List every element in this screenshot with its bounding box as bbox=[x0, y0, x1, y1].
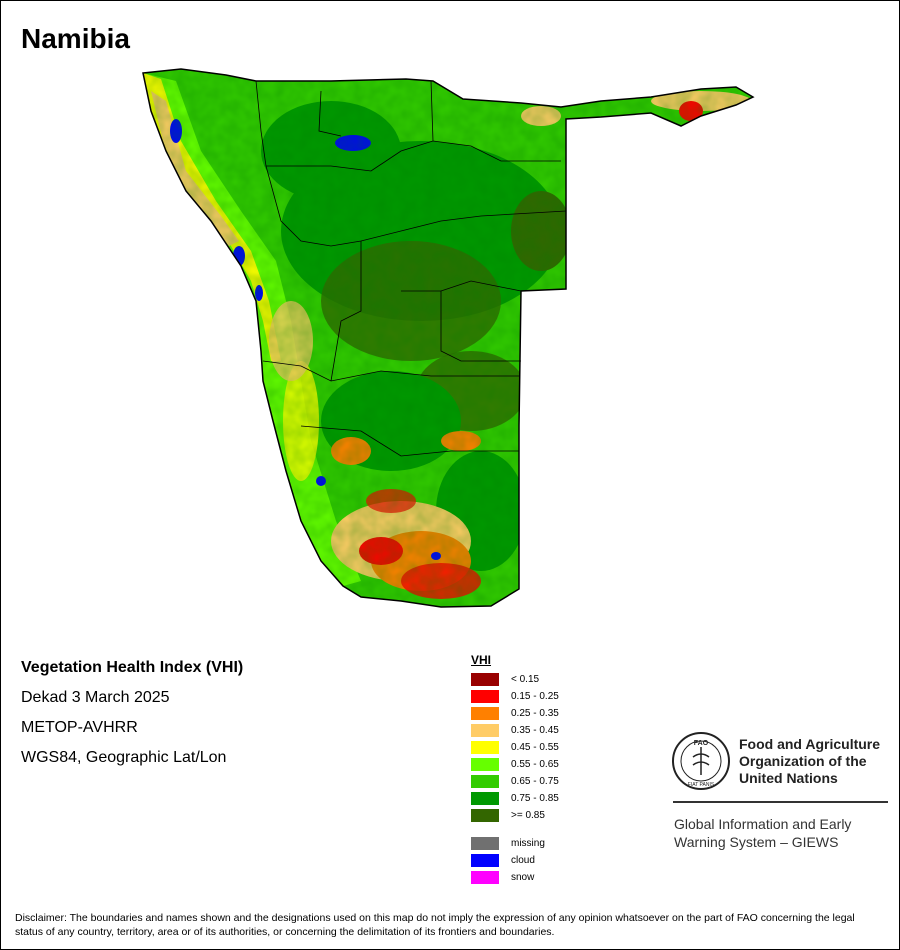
legend-item: missing bbox=[471, 837, 545, 850]
legend-label: cloud bbox=[511, 855, 535, 866]
legend-label: missing bbox=[511, 838, 545, 849]
legend-swatch bbox=[471, 758, 499, 771]
divider bbox=[673, 801, 888, 803]
giews-line: Warning System – GIEWS bbox=[674, 834, 839, 850]
legend-item: cloud bbox=[471, 854, 535, 867]
giews-name: Global Information and Early Warning Sys… bbox=[674, 815, 894, 851]
legend-item: < 0.15 bbox=[471, 673, 539, 686]
legend-label: 0.15 - 0.25 bbox=[511, 691, 559, 702]
vhi-map bbox=[142, 68, 755, 608]
org-name: Food and Agriculture Organization of the… bbox=[739, 736, 880, 787]
sensor-label: METOP-AVHRR bbox=[21, 719, 138, 736]
legend-label: >= 0.85 bbox=[511, 810, 545, 821]
legend-item: 0.75 - 0.85 bbox=[471, 792, 559, 805]
legend-item: 0.25 - 0.35 bbox=[471, 707, 559, 720]
legend-item: 0.45 - 0.55 bbox=[471, 741, 559, 754]
legend-item: snow bbox=[471, 871, 534, 884]
admin-boundaries bbox=[255, 80, 567, 457]
legend-swatch bbox=[471, 707, 499, 720]
org-name-line: Organization of the bbox=[739, 753, 867, 769]
legend-swatch bbox=[471, 724, 499, 737]
org-name-line: Food and Agriculture bbox=[739, 736, 881, 752]
legend-swatch bbox=[471, 871, 499, 884]
map-title: Namibia bbox=[21, 23, 130, 54]
legend-swatch bbox=[471, 775, 499, 788]
legend-swatch bbox=[471, 854, 499, 867]
logo-motto: FIAT PANIS bbox=[688, 782, 715, 788]
legend-item: 0.15 - 0.25 bbox=[471, 690, 559, 703]
logo-text: FAO bbox=[694, 740, 709, 747]
org-name-line: United Nations bbox=[739, 770, 838, 786]
country-outline bbox=[142, 68, 755, 608]
legend-label: 0.45 - 0.55 bbox=[511, 742, 559, 753]
legend-label: 0.75 - 0.85 bbox=[511, 793, 559, 804]
legend-title: VHI bbox=[471, 653, 492, 667]
legend-item: >= 0.85 bbox=[471, 809, 545, 822]
period-label: Dekad 3 March 2025 bbox=[21, 689, 170, 706]
vhi-raster bbox=[143, 69, 753, 607]
legend-label: 0.35 - 0.45 bbox=[511, 725, 559, 736]
legend-swatch bbox=[471, 690, 499, 703]
legend-label: snow bbox=[511, 872, 535, 883]
legend-swatch bbox=[471, 837, 499, 850]
fao-logo-icon: FAO FIAT PANIS bbox=[672, 732, 730, 790]
legend-swatch bbox=[471, 792, 499, 805]
legend-item: 0.65 - 0.75 bbox=[471, 775, 559, 788]
index-title: Vegetation Health Index (VHI) bbox=[21, 659, 244, 676]
legend-swatch bbox=[471, 809, 499, 822]
disclaimer: Disclaimer: The boundaries and names sho… bbox=[15, 912, 855, 938]
legend-label: 0.65 - 0.75 bbox=[511, 776, 559, 787]
legend-label: 0.55 - 0.65 bbox=[511, 759, 559, 770]
legend-swatch bbox=[471, 741, 499, 754]
legend-item: 0.55 - 0.65 bbox=[471, 758, 559, 771]
legend-item: 0.35 - 0.45 bbox=[471, 724, 559, 737]
projection-label: WGS84, Geographic Lat/Lon bbox=[21, 749, 227, 766]
legend-swatch bbox=[471, 673, 499, 686]
legend-label: 0.25 - 0.35 bbox=[511, 708, 559, 719]
giews-line: Global Information and Early bbox=[674, 816, 852, 832]
legend-label: < 0.15 bbox=[511, 674, 540, 685]
